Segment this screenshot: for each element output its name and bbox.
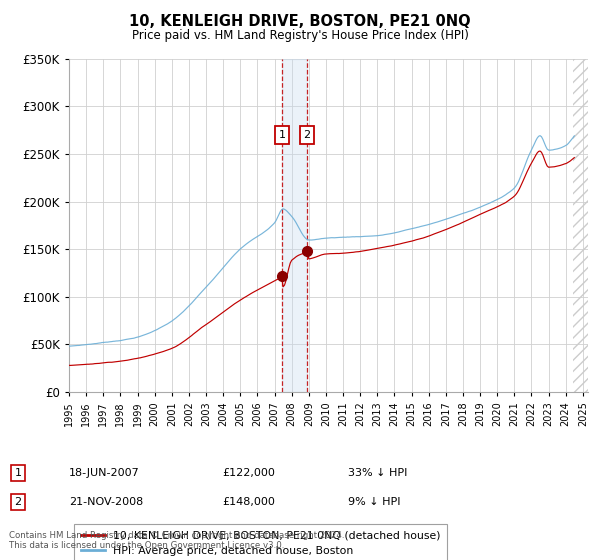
Text: 21-NOV-2008: 21-NOV-2008: [69, 497, 143, 507]
Text: 1: 1: [14, 468, 22, 478]
Legend: 10, KENLEIGH DRIVE, BOSTON, PE21 0NQ (detached house), HPI: Average price, detac: 10, KENLEIGH DRIVE, BOSTON, PE21 0NQ (de…: [74, 524, 448, 560]
Text: 33% ↓ HPI: 33% ↓ HPI: [348, 468, 407, 478]
Text: 2: 2: [304, 130, 310, 140]
Text: £148,000: £148,000: [222, 497, 275, 507]
Text: 9% ↓ HPI: 9% ↓ HPI: [348, 497, 401, 507]
Bar: [573, 59, 588, 392]
Bar: [573, 59, 588, 392]
Text: £122,000: £122,000: [222, 468, 275, 478]
Text: 10, KENLEIGH DRIVE, BOSTON, PE21 0NQ: 10, KENLEIGH DRIVE, BOSTON, PE21 0NQ: [129, 14, 471, 29]
Text: 18-JUN-2007: 18-JUN-2007: [69, 468, 140, 478]
Text: 2: 2: [14, 497, 22, 507]
Text: Price paid vs. HM Land Registry's House Price Index (HPI): Price paid vs. HM Land Registry's House …: [131, 29, 469, 42]
Text: 1: 1: [279, 130, 286, 140]
Text: Contains HM Land Registry data © Crown copyright and database right 2024.
This d: Contains HM Land Registry data © Crown c…: [9, 530, 344, 550]
Bar: [283, 59, 307, 392]
